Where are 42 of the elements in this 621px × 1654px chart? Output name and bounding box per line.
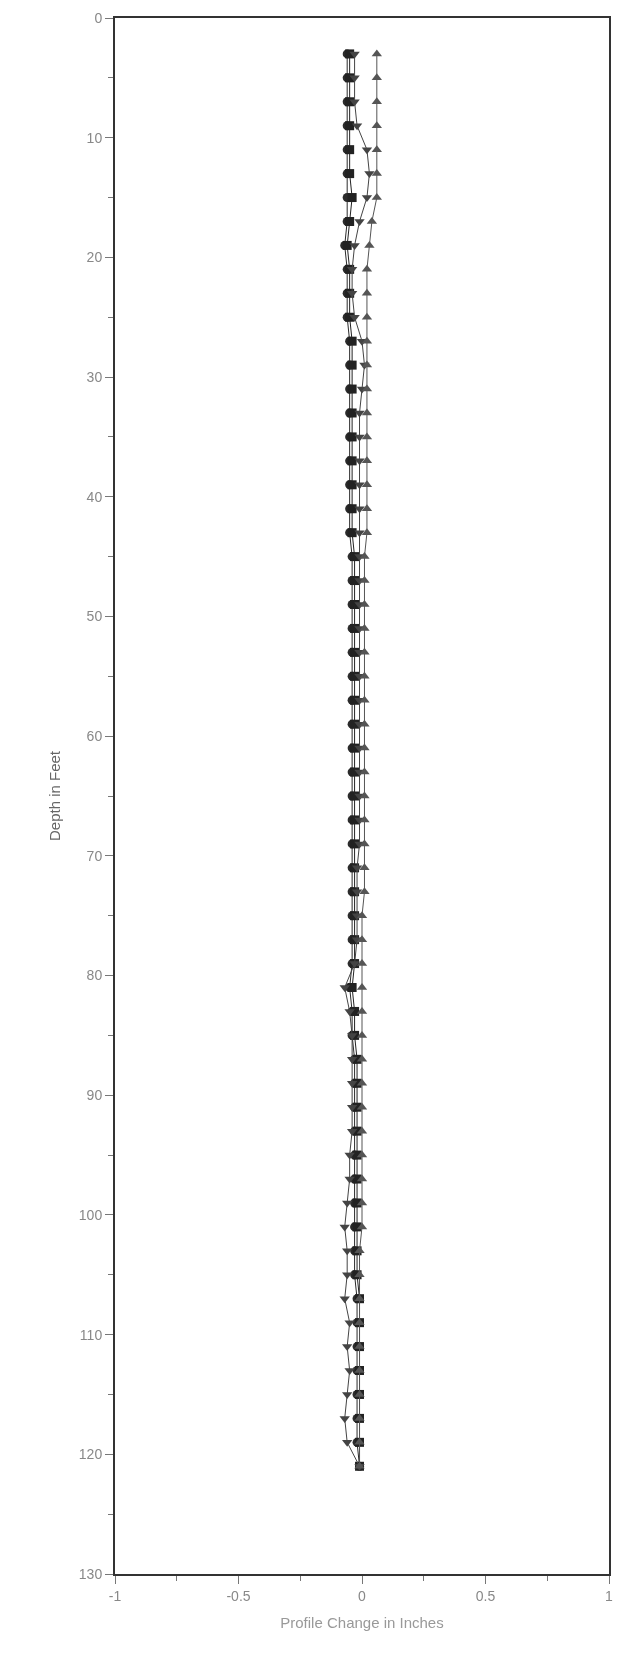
point bbox=[359, 647, 370, 655]
point bbox=[359, 695, 370, 703]
y-tick-label: 110 bbox=[79, 1326, 103, 1343]
point bbox=[359, 791, 370, 799]
point bbox=[354, 410, 365, 418]
point bbox=[359, 671, 370, 679]
point bbox=[364, 240, 375, 248]
x-axis-title: Profile Change in Inches bbox=[280, 1614, 444, 1632]
point bbox=[339, 1296, 350, 1304]
y-tick-label: 60 bbox=[86, 728, 103, 745]
point bbox=[354, 530, 365, 538]
y-tick-label: 0 bbox=[94, 9, 103, 26]
y-tick-label: 80 bbox=[86, 967, 103, 984]
y-tick-label: 10 bbox=[86, 129, 103, 146]
y-tick-label: 100 bbox=[78, 1206, 103, 1223]
x-tick-label: -0.5 bbox=[226, 1587, 251, 1604]
y-tick-label: 120 bbox=[78, 1446, 103, 1463]
x-tick-label: 1 bbox=[605, 1587, 614, 1604]
y-tick-label: 20 bbox=[86, 249, 103, 266]
y-tick-label: 40 bbox=[86, 488, 103, 505]
x-tick-label: 0.5 bbox=[475, 1587, 496, 1604]
point bbox=[364, 171, 375, 179]
point bbox=[347, 193, 357, 203]
point bbox=[359, 623, 370, 631]
point bbox=[359, 599, 370, 607]
point bbox=[359, 815, 370, 823]
x-tick-label: 0 bbox=[358, 1587, 367, 1604]
point bbox=[344, 1152, 355, 1160]
y-axis-title: Depth in Feet bbox=[45, 750, 63, 842]
point bbox=[349, 314, 360, 322]
x-tick-label: -1 bbox=[108, 1587, 122, 1604]
y-tick-label: 30 bbox=[86, 368, 103, 385]
point bbox=[359, 839, 370, 847]
point bbox=[339, 985, 350, 993]
point bbox=[359, 863, 370, 871]
y-tick-label: 50 bbox=[86, 608, 103, 625]
point bbox=[344, 1368, 355, 1376]
y-tick-label: 130 bbox=[78, 1565, 103, 1582]
point bbox=[354, 506, 365, 514]
point bbox=[344, 1320, 355, 1328]
y-tick-label: 90 bbox=[86, 1087, 103, 1104]
y-tick-label: 70 bbox=[86, 847, 103, 864]
